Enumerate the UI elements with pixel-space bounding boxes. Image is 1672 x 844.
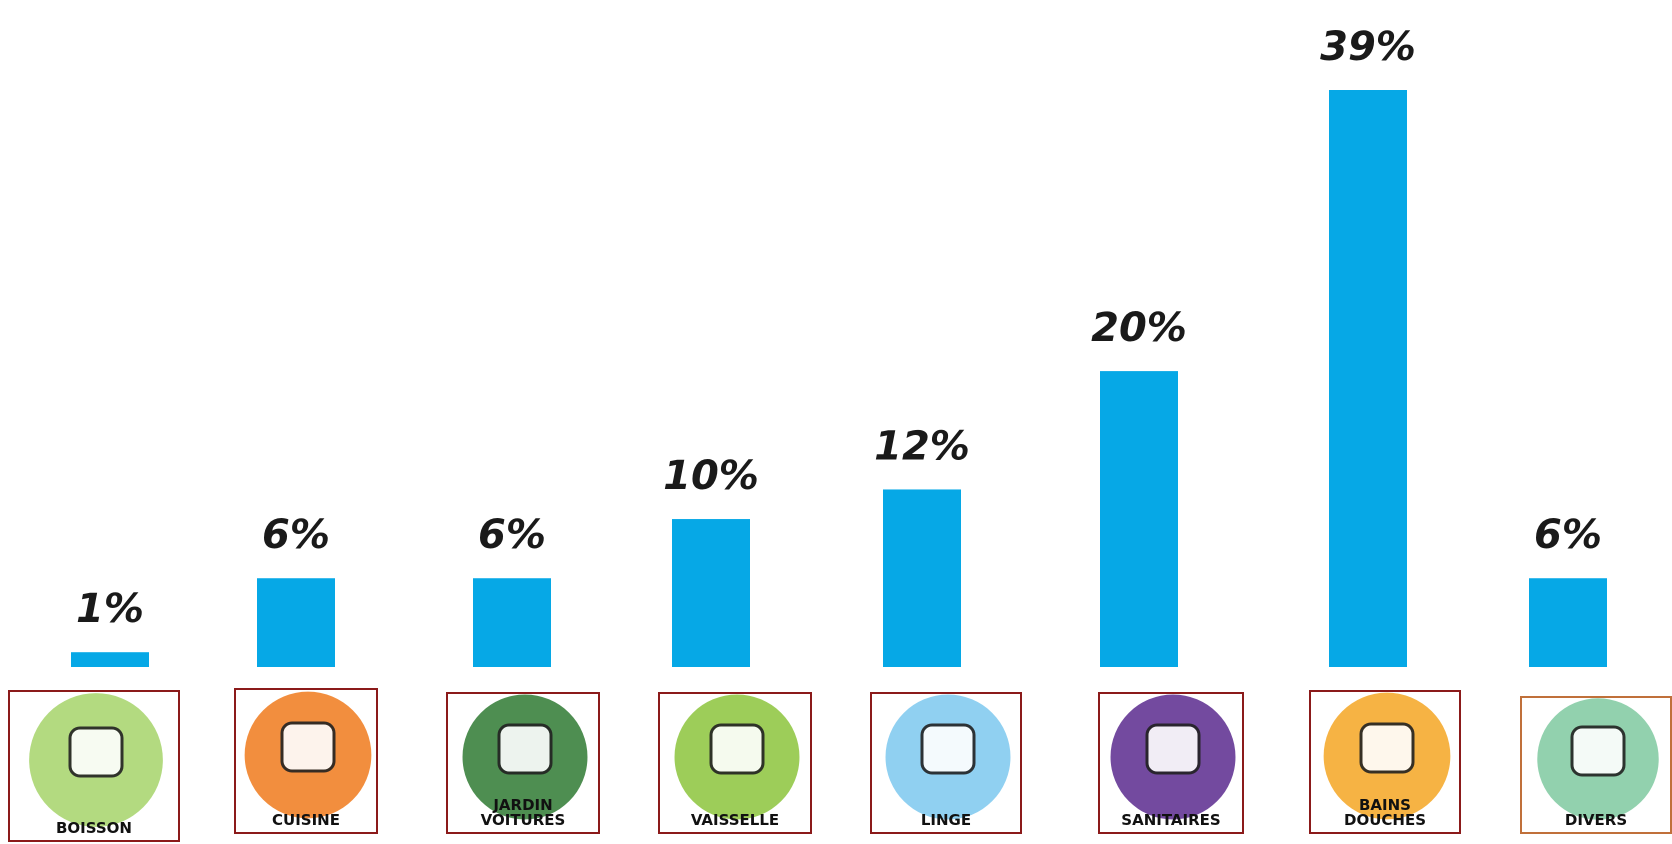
- value-label-1: 6%: [262, 512, 330, 558]
- category-tile-2: JARDIN VOITURES: [446, 692, 600, 834]
- category-label: BOISSON: [55, 819, 132, 837]
- bar-4: [883, 489, 961, 667]
- bar-0: [71, 652, 149, 667]
- category-label: DIVERS: [1564, 811, 1628, 829]
- category-label: SANITAIRES: [1121, 811, 1221, 829]
- bar-6: [1329, 90, 1407, 667]
- toilet-icon: [1110, 694, 1236, 820]
- value-label-7: 6%: [1534, 512, 1602, 558]
- category-label: BAINS DOUCHES: [1344, 796, 1426, 829]
- watering-can-icon: [462, 694, 588, 820]
- washing-machine-icon: [885, 694, 1011, 820]
- bathtub-icon: [1323, 692, 1451, 820]
- category-tile-4: LINGE: [870, 692, 1022, 834]
- drink-jug-icon: [29, 693, 163, 827]
- category-tile-5: SANITAIRES: [1098, 692, 1244, 834]
- fishbowl-icon: [1537, 698, 1659, 820]
- category-label: CUISINE: [272, 811, 340, 829]
- value-label-5: 20%: [1091, 305, 1187, 351]
- category-label: JARDIN VOITURES: [480, 796, 566, 829]
- cooking-pot-icon: [244, 691, 372, 819]
- bar-chart: 1% 6% 6% 10% 12% 20% 39% 6%: [71, 24, 1607, 667]
- value-label-6: 39%: [1320, 24, 1416, 70]
- category-tile-0: BOISSON: [8, 690, 180, 842]
- category-label: LINGE: [920, 811, 972, 829]
- category-tile-3: VAISSELLE: [658, 692, 812, 834]
- value-label-2: 6%: [478, 512, 546, 558]
- value-label-0: 1%: [76, 586, 144, 632]
- value-label-3: 10%: [663, 453, 759, 499]
- value-label-4: 12%: [874, 423, 970, 469]
- category-tile-6: BAINS DOUCHES: [1309, 690, 1461, 834]
- category-label: VAISSELLE: [690, 811, 780, 829]
- dishes-icon: [674, 694, 800, 820]
- bar-1: [257, 578, 335, 667]
- category-tile-7: DIVERS: [1520, 696, 1672, 834]
- category-tile-1: CUISINE: [234, 688, 378, 834]
- bar-3: [672, 519, 750, 667]
- bar-2: [473, 578, 551, 667]
- bar-7: [1529, 578, 1607, 667]
- bar-5: [1100, 371, 1178, 667]
